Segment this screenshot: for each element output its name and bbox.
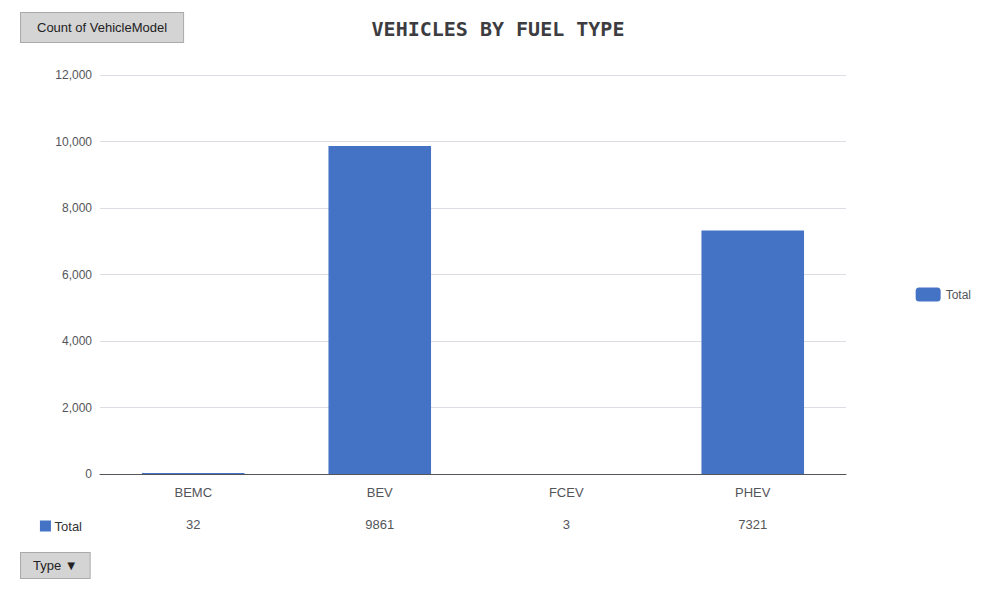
svg-text:3: 3: [563, 517, 570, 532]
svg-text:PHEV: PHEV: [735, 485, 771, 500]
svg-text:6,000: 6,000: [62, 268, 92, 282]
svg-text:9861: 9861: [365, 517, 394, 532]
svg-text:FCEV: FCEV: [549, 485, 584, 500]
svg-text:32: 32: [186, 517, 200, 532]
svg-text:0: 0: [85, 467, 92, 481]
svg-text:Type ▼: Type ▼: [33, 558, 78, 573]
svg-text:7321: 7321: [738, 517, 767, 532]
svg-text:VEHICLES BY FUEL TYPE: VEHICLES BY FUEL TYPE: [372, 17, 625, 41]
svg-text:4,000: 4,000: [62, 334, 92, 348]
svg-text:Count of VehicleModel: Count of VehicleModel: [37, 20, 167, 35]
svg-text:2,000: 2,000: [62, 401, 92, 415]
svg-text:BEMC: BEMC: [174, 485, 212, 500]
svg-text:8,000: 8,000: [62, 201, 92, 215]
svg-text:10,000: 10,000: [55, 135, 92, 149]
svg-text:BEV: BEV: [367, 485, 393, 500]
svg-text:Total: Total: [51, 519, 82, 534]
svg-text:12,000: 12,000: [55, 68, 92, 82]
svg-text:Total: Total: [946, 288, 971, 302]
